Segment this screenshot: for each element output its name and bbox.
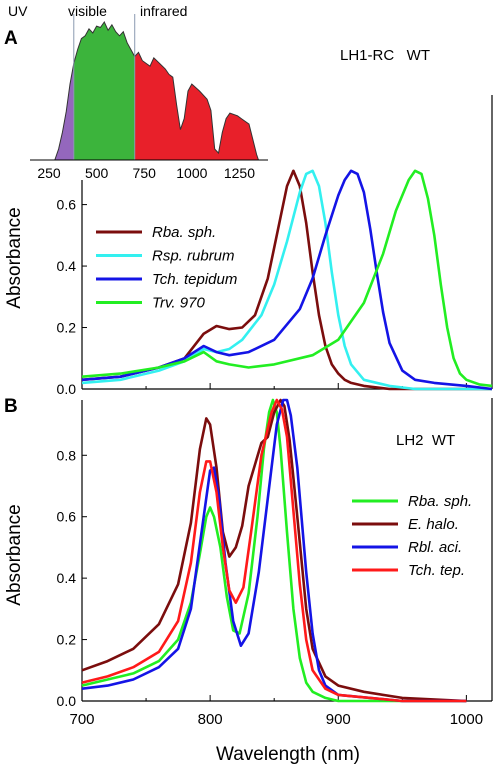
- panel-b-ylabel: Absorbance: [4, 504, 25, 605]
- panel-a-y-tick-label-3: 0.6: [57, 197, 77, 213]
- panel-b-x-tick-label-0: 700: [69, 711, 94, 728]
- panel-a-legend-label-rba-sph: Rba. sph.: [152, 224, 216, 241]
- panel-a-series-rba-sph: [81, 169, 492, 391]
- panel-a-series-trv-970: [81, 169, 493, 388]
- inset-outline: [30, 21, 268, 161]
- panel-b-y-tick-label-4: 0.8: [57, 447, 77, 463]
- panel-a-legend-label-tch-tepidum: Tch. tepidum: [152, 271, 237, 288]
- panel-b-xlabel: Wavelength (nm): [216, 744, 360, 765]
- panel-a-y-tick-label-1: 0.2: [57, 320, 77, 336]
- panel-b-y-tick-label-0: 0.0: [57, 693, 77, 709]
- panel-a-y-tick-label-2: 0.4: [57, 258, 77, 274]
- panel-b-y-tick-label-3: 0.6: [57, 509, 77, 525]
- panel-a-annotation: LH1-RC WT: [340, 47, 430, 64]
- panel-b-series-tch-tep: [81, 398, 467, 703]
- panel-b-legend-label-rbl-aci: Rbl. aci.: [408, 539, 462, 556]
- panel-a-series-tch-tepidum: [81, 169, 493, 391]
- inset-region-label-visible: visible: [68, 3, 107, 19]
- inset-tick-label-2: 750: [133, 165, 157, 181]
- panel-b-legend-label-rba-sph: Rba. sph.: [408, 493, 472, 510]
- panel-b-x-tick-label-3: 1000: [450, 711, 483, 728]
- inset-tick-label-0: 250: [37, 165, 61, 181]
- solar-spectrum-inset: UV visible infrared 250 500 750 1000 1250: [8, 3, 268, 181]
- panel-b-series-rbl-aci: [81, 398, 467, 703]
- inset-region-label-infrared: infrared: [140, 3, 187, 19]
- panel-b-x-tick-label-1: 800: [198, 711, 223, 728]
- panel-b-legend-label-e-halo: E. halo.: [408, 516, 459, 533]
- inset-area-uv: [54, 63, 74, 160]
- panel-a-label: A: [4, 28, 18, 49]
- panel-b-annotation: LH2 WT: [396, 432, 455, 449]
- panel-b-y-tick-label-1: 0.2: [57, 632, 77, 648]
- panel-b-series-rba-sph: [81, 398, 467, 703]
- panel-a: A LH1-RC WT Absorbance 0.0 0.2 0.4 0.6 Rba.…: [4, 28, 493, 397]
- panel-b: B LH2 WT Absorbance Wavelength (nm) 0.0 0…: [4, 396, 493, 765]
- inset-area-infrared: [134, 52, 259, 160]
- panel-a-y-tick-label-0: 0.0: [57, 381, 77, 397]
- panel-a-legend-label-rsp-rubrum: Rsp. rubrum: [152, 248, 235, 265]
- panel-b-y-tick-label-2: 0.4: [57, 570, 77, 586]
- panel-a-series-rsp-rubrum: [81, 169, 492, 391]
- inset-tick-label-3: 1000: [176, 165, 207, 181]
- panel-a-legend-label-trv-970: Trv. 970: [152, 295, 205, 312]
- inset-tick-label-1: 500: [85, 165, 109, 181]
- panel-b-x-tick-label-2: 900: [326, 711, 351, 728]
- panel-b-label: B: [4, 396, 18, 417]
- inset-region-label-uv: UV: [8, 3, 28, 19]
- inset-tick-label-4: 1250: [224, 165, 255, 181]
- inset-area-visible: [73, 22, 135, 160]
- panel-b-legend-label-tch-tep: Tch. tep.: [408, 562, 465, 579]
- panel-a-ylabel: Absorbance: [4, 207, 25, 308]
